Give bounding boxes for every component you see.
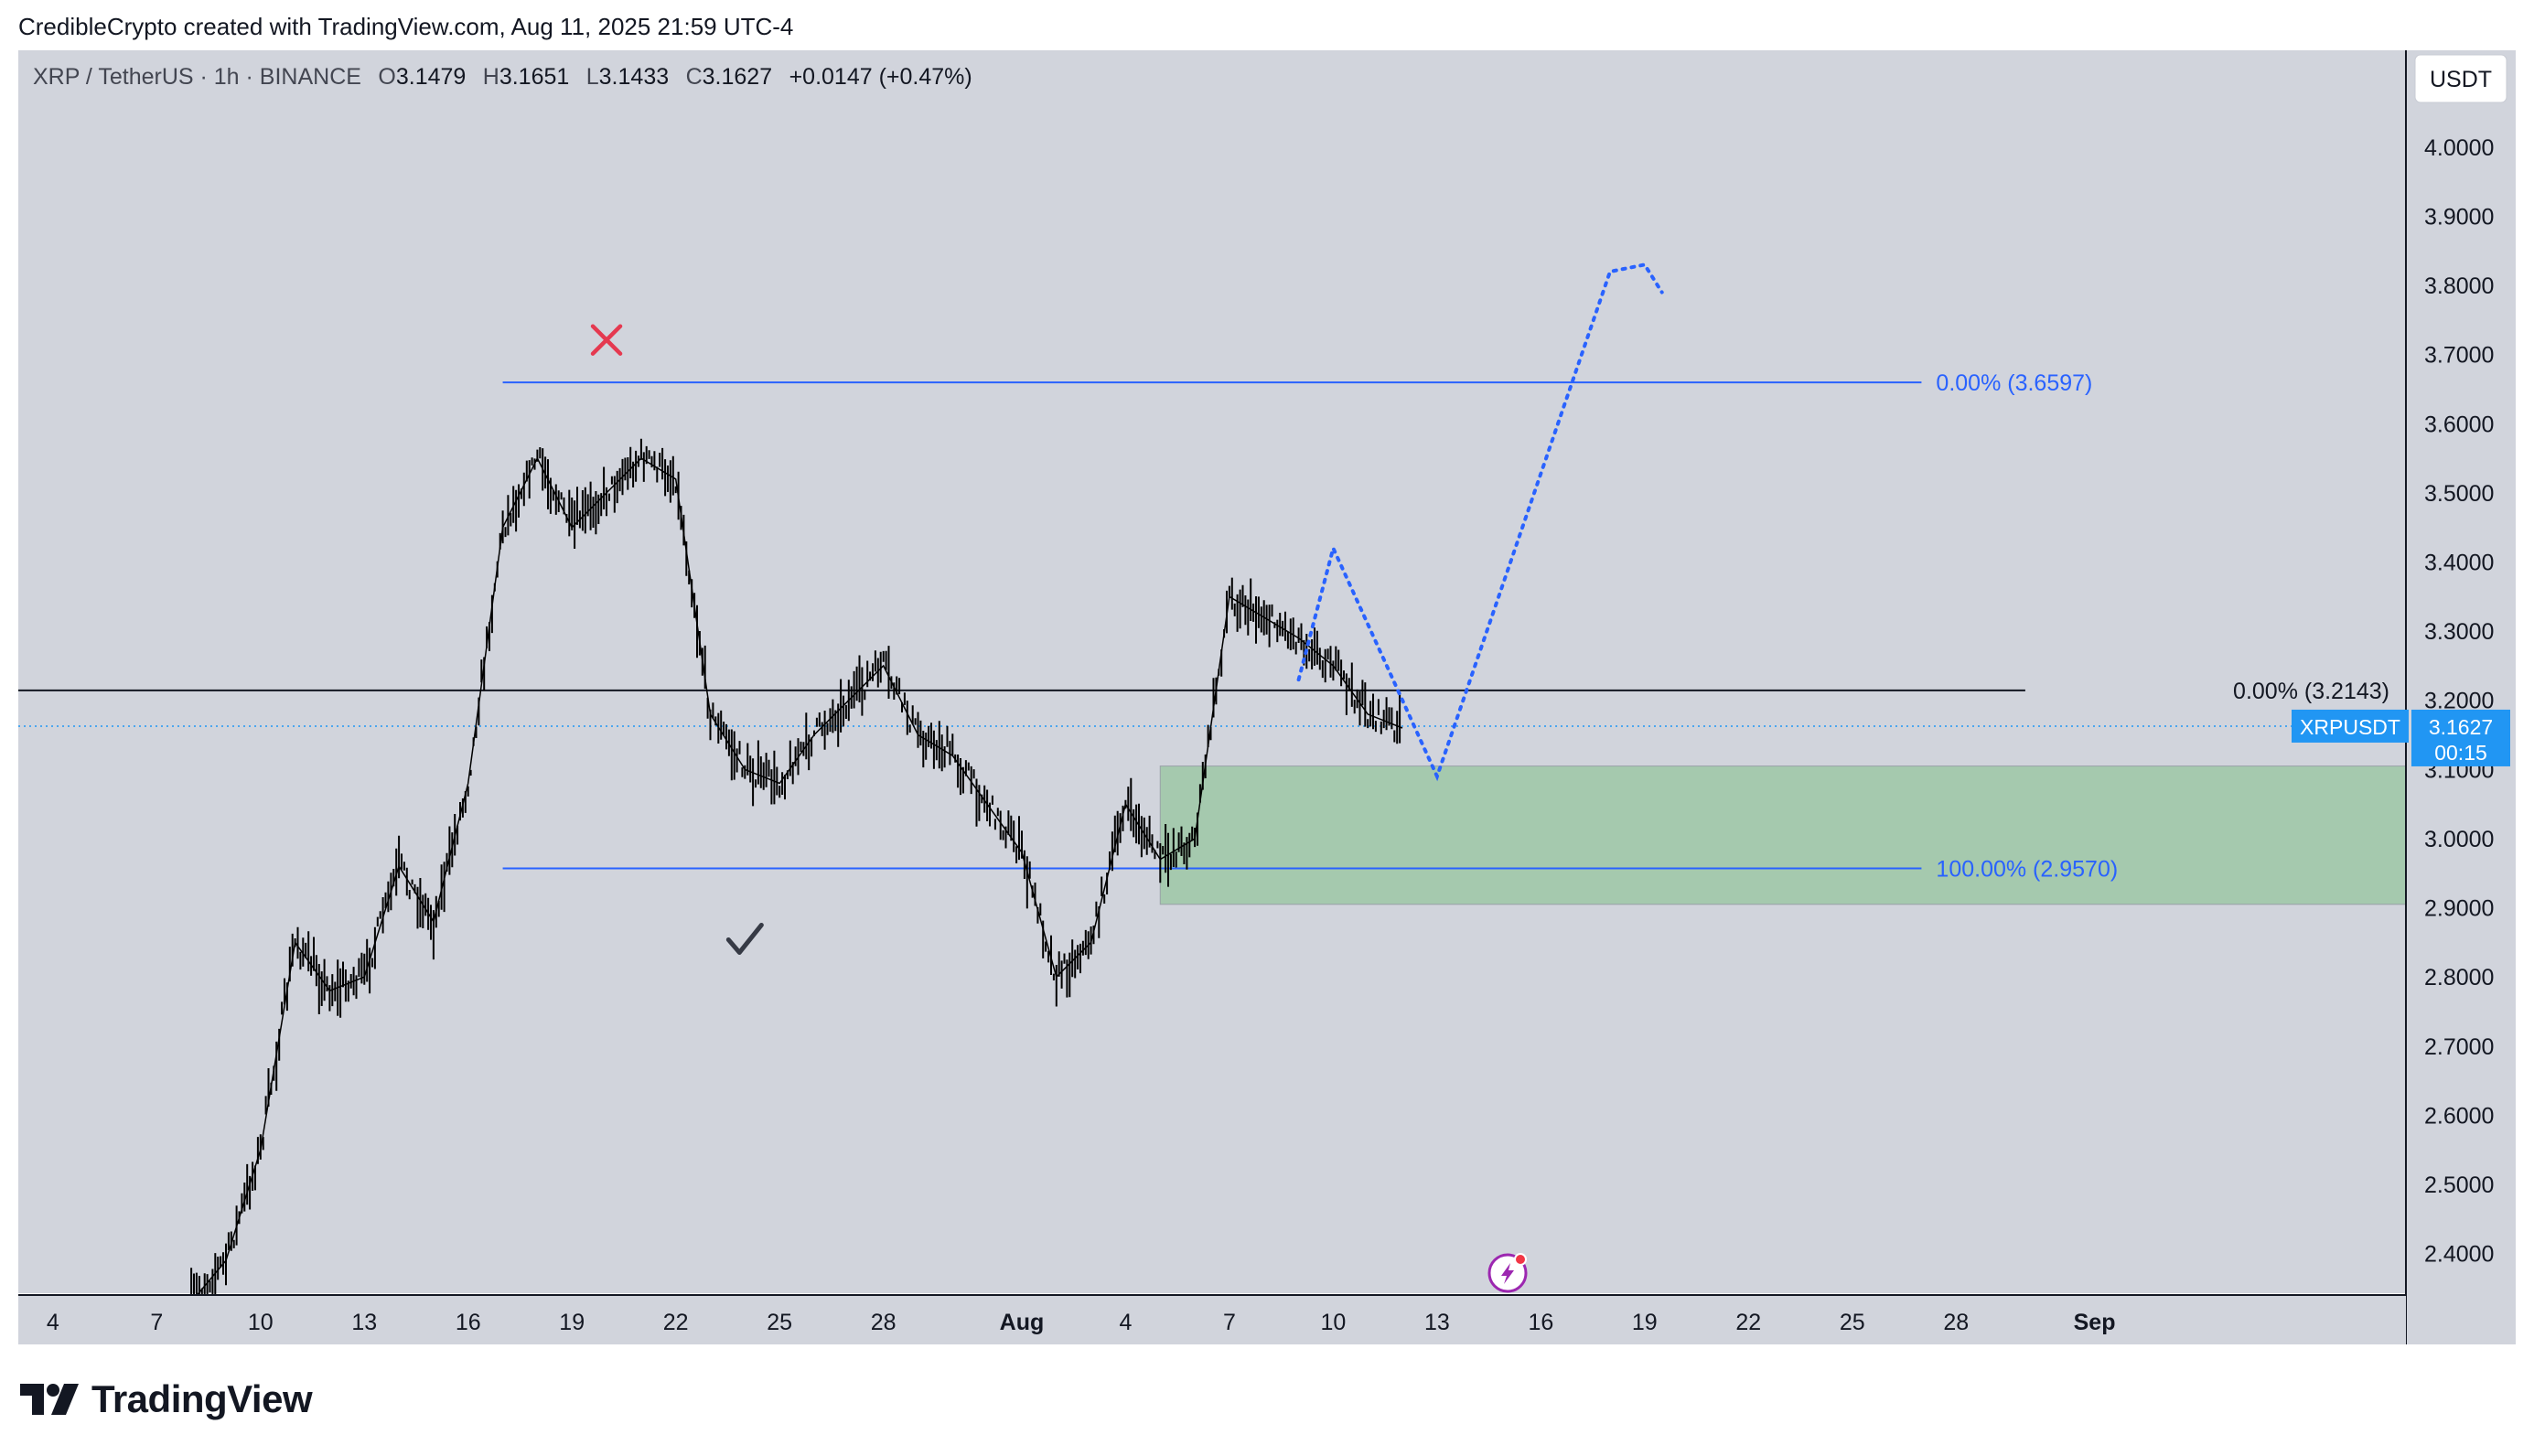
y-tick-label: 3.4000 (2424, 551, 2494, 576)
y-tick-label: 3.7000 (2424, 343, 2494, 369)
y-tick-label: 3.0000 (2424, 827, 2494, 852)
horizontal-line-label-2: 100.00% (2.9570) (1936, 856, 2118, 882)
price-tag-countdown: 00:15 (2434, 741, 2487, 765)
current-price-tag: XRPUSDT 3.1627 00:15 (2292, 709, 2510, 766)
projection-path (1296, 262, 1664, 782)
brand-name: TradingView (91, 1377, 313, 1420)
legend-open-value: 3.1479 (396, 64, 466, 90)
price-tag-value: 3.1627 (2429, 715, 2493, 739)
demand-zone (1159, 765, 2407, 905)
x-tick-label: 10 (1320, 1310, 1346, 1335)
currency-button[interactable]: USDT (2414, 54, 2507, 103)
x-axis-area[interactable] (18, 1296, 2406, 1344)
x-tick-label: 7 (1223, 1310, 1236, 1335)
x-tick-label: 16 (1528, 1310, 1553, 1335)
legend-high-value: 3.1651 (499, 64, 569, 90)
y-tick-label: 3.8000 (2424, 273, 2494, 299)
price-tag-symbol: XRPUSDT (2300, 715, 2400, 739)
x-tick-label: Aug (1000, 1310, 1045, 1335)
legend-open-label: O (378, 64, 395, 90)
chart-background[interactable] (18, 50, 2406, 1293)
y-tick-label: 2.9000 (2424, 896, 2494, 922)
tradingview-logo-icon (20, 1384, 79, 1415)
x-tick-label: 25 (767, 1310, 792, 1335)
legend-change: +0.0147 (+0.47%) (789, 64, 972, 90)
legend-close-label: C (686, 64, 703, 90)
x-mark-icon (590, 324, 623, 356)
x-tick-label: 28 (1943, 1310, 1969, 1335)
check-mark-icon (725, 922, 764, 955)
currency-label[interactable]: USDT (2430, 67, 2492, 92)
x-tick-label: Sep (2074, 1310, 2116, 1335)
y-tick-label: 2.5000 (2424, 1172, 2494, 1198)
x-tick-label: 28 (871, 1310, 897, 1335)
x-tick-label: 4 (47, 1310, 59, 1335)
x-tick-label: 7 (150, 1310, 163, 1335)
legend-low-label: L (586, 64, 599, 90)
y-tick-label: 2.6000 (2424, 1103, 2494, 1129)
legend-close-value: 3.1627 (703, 64, 772, 90)
x-tick-label: 16 (456, 1310, 481, 1335)
x-tick-label: 19 (559, 1310, 585, 1335)
y-axis-area[interactable] (2407, 50, 2516, 1344)
attribution-text: CredibleCrypto created with TradingView.… (18, 13, 794, 40)
legend-low-value: 3.1433 (599, 64, 669, 90)
chart-legend: XRP / TetherUS · 1h · BINANCE O3.1479 H3… (33, 64, 972, 90)
tradingview-brand: TradingView (20, 1372, 313, 1427)
x-tick-label: 22 (663, 1310, 689, 1335)
y-tick-label: 3.9000 (2424, 204, 2494, 230)
y-tick-label: 3.6000 (2424, 412, 2494, 437)
price-line (190, 456, 1403, 1303)
x-tick-label: 19 (1632, 1310, 1658, 1335)
x-tick-label: 10 (248, 1310, 274, 1335)
svg-text:XRP / TetherUS · 1h · BINANCE: XRP / TetherUS · 1h · BINANCE O3.1479 H3… (33, 64, 972, 90)
y-tick-label: 2.8000 (2424, 965, 2494, 990)
x-tick-label: 13 (1424, 1310, 1450, 1335)
y-tick-label: 3.5000 (2424, 481, 2494, 507)
horizontal-line-label-3: 0.00% (3.2143) (2233, 679, 2389, 704)
legend-high-label: H (483, 64, 499, 90)
y-tick-label: 4.0000 (2424, 135, 2494, 161)
x-tick-label: 13 (351, 1310, 377, 1335)
legend-symbol: XRP / TetherUS · 1h · BINANCE (33, 64, 361, 90)
lightning-icon[interactable] (1487, 1253, 1528, 1293)
x-tick-label: 25 (1840, 1310, 1865, 1335)
y-tick-label: 3.3000 (2424, 619, 2494, 645)
horizontal-line-label-1: 0.00% (3.6597) (1936, 370, 2092, 396)
y-tick-label: 2.4000 (2424, 1242, 2494, 1268)
y-tick-label: 2.7000 (2424, 1034, 2494, 1060)
x-tick-label: 22 (1735, 1310, 1761, 1335)
x-tick-label: 4 (1119, 1310, 1132, 1335)
